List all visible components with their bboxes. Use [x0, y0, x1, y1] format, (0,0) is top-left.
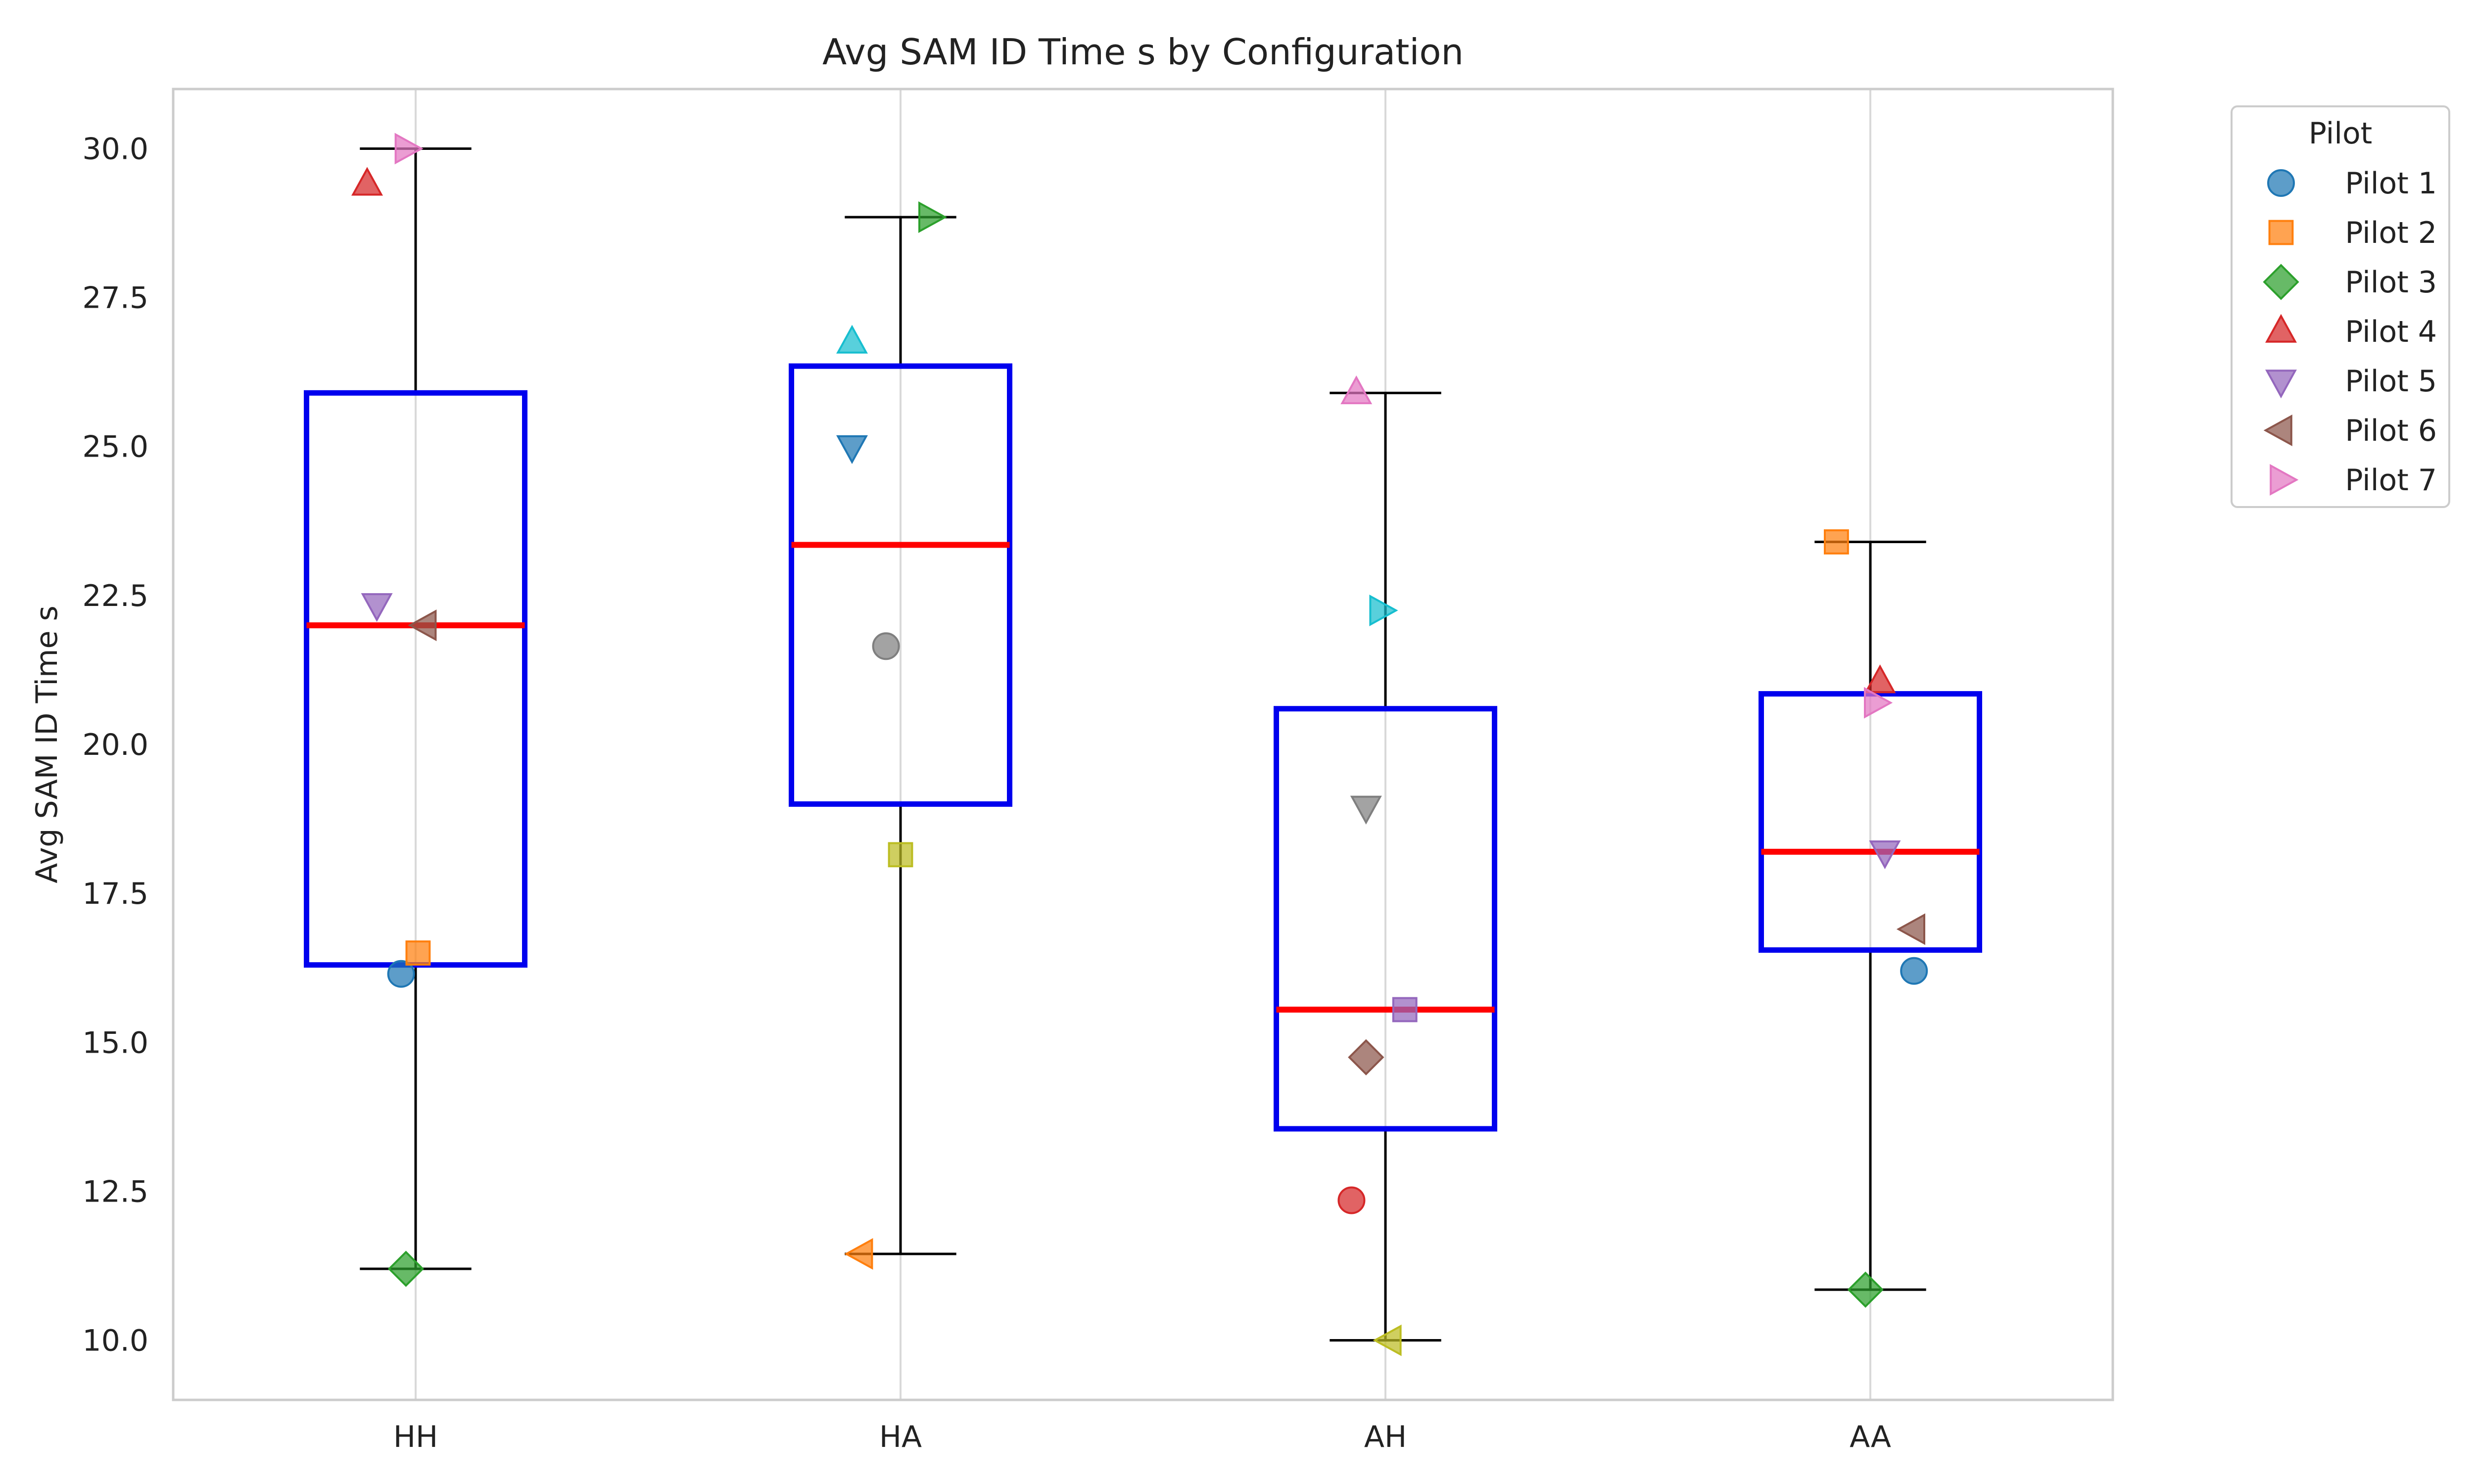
legend-items: Pilot 1 Pilot 2 Pilot 3 Pilot 4 Pilot 5 Pilot… [2263, 166, 2437, 498]
data-point-ha [918, 201, 948, 233]
x-tick-label-ah: AH [1364, 1420, 1407, 1454]
data-point-hh [408, 609, 437, 642]
legend-item: Pilot 1 [2267, 166, 2437, 201]
legend-marker [2268, 220, 2294, 245]
data-point-ha [872, 632, 900, 660]
data-point-ha [888, 842, 913, 868]
legend-item: Pilot 6 [2263, 414, 2437, 448]
data-point-hh [394, 133, 424, 165]
data-point-hh [387, 1251, 425, 1287]
data-point-aa [1864, 664, 1896, 694]
data-point-hh [361, 593, 393, 622]
data-point-aa [1900, 957, 1928, 985]
data-point-ha [836, 325, 868, 354]
legend-item: Pilot 2 [2268, 216, 2437, 250]
data-point-aa [1824, 529, 1849, 555]
x-axis-ticks: HH HA AH AA [393, 1420, 1891, 1454]
y-tick-label: 25.0 [82, 430, 148, 464]
legend-marker [2265, 370, 2297, 399]
y-tick-label: 10.0 [82, 1324, 148, 1358]
point-layer [351, 133, 1928, 1356]
data-point-ah [1392, 997, 1418, 1022]
y-axis-label: Avg SAM ID Time s [30, 605, 64, 883]
data-point-aa [1896, 913, 1925, 945]
data-point-ha [836, 435, 868, 464]
legend-label: Pilot 4 [2345, 315, 2437, 349]
legend-label: Pilot 6 [2345, 414, 2437, 448]
x-tick-label-hh: HH [393, 1420, 438, 1454]
box-ah [1274, 391, 1497, 1342]
legend-marker [2263, 264, 2299, 300]
data-point-ah [1337, 1186, 1366, 1214]
iqr-box [1274, 706, 1497, 1132]
data-point-aa [1864, 687, 1893, 719]
legend-label: Pilot 5 [2345, 364, 2437, 399]
x-tick-label-ha: HA [879, 1420, 922, 1454]
data-point-ah [1369, 594, 1398, 626]
data-point-ah [1373, 1324, 1402, 1356]
legend-title: Pilot [2309, 116, 2372, 151]
data-point-hh [405, 940, 431, 966]
legend-label: Pilot 2 [2345, 216, 2437, 250]
data-point-ah [1340, 375, 1373, 405]
legend-label: Pilot 1 [2345, 166, 2437, 201]
data-point-aa [1869, 840, 1901, 870]
data-point-ha [844, 1238, 873, 1270]
y-tick-label: 17.5 [82, 877, 148, 911]
legend-marker [2263, 415, 2292, 446]
y-tick-label: 27.5 [82, 281, 148, 316]
data-point-hh [351, 167, 383, 196]
data-point-aa [1847, 1271, 1884, 1308]
data-point-hh [387, 960, 415, 988]
y-tick-label: 20.0 [82, 728, 148, 762]
y-axis-ticks: 10.0 12.5 15.0 17.5 20.0 22.5 25.0 27.5 30.0 [82, 132, 148, 1358]
legend-item: Pilot 7 [2270, 463, 2437, 498]
y-tick-label: 12.5 [82, 1174, 148, 1209]
legend-marker [2267, 169, 2295, 197]
chart-title: Avg SAM ID Time s by Configuration [822, 31, 1464, 73]
legend-frame [2231, 105, 2450, 508]
y-tick-label: 22.5 [82, 579, 148, 613]
legend-marker [2270, 464, 2299, 496]
legend-item: Pilot 5 [2265, 364, 2437, 399]
legend-marker [2265, 314, 2297, 343]
data-point-ah [1348, 1039, 1384, 1076]
legend-label: Pilot 3 [2345, 265, 2437, 300]
legend-label: Pilot 7 [2345, 463, 2437, 498]
iqr-box [789, 363, 1012, 807]
legend-item: Pilot 3 [2263, 264, 2437, 300]
y-tick-label: 15.0 [82, 1025, 148, 1060]
plot-area-frame [172, 88, 2114, 1401]
data-point-ah [1350, 795, 1382, 825]
x-tick-label-aa: AA [1850, 1420, 1891, 1454]
y-tick-label: 30.0 [82, 132, 148, 166]
legend-item: Pilot 4 [2265, 314, 2437, 349]
